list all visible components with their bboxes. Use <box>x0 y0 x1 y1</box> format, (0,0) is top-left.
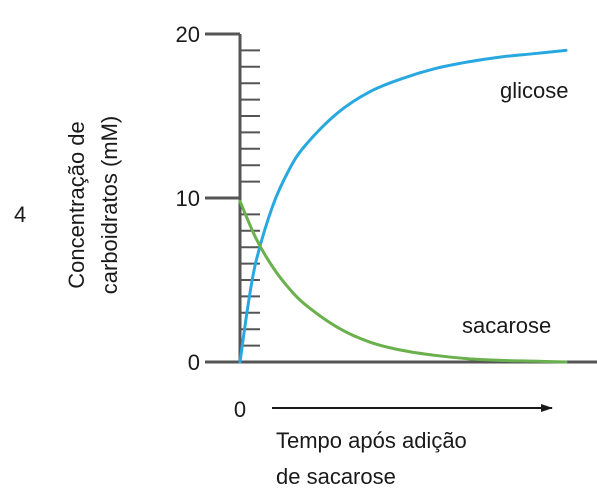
y-axis-ticks <box>205 32 260 364</box>
y-tick-label: 20 <box>176 22 200 47</box>
series-lines <box>238 48 568 364</box>
series-label-glicose: glicose <box>500 78 568 103</box>
x-axis-label-line-1: Tempo após adição <box>276 428 467 453</box>
y-axis-label-line-1: Concentração de <box>64 121 89 289</box>
x-axis-label-line-2: de sacarose <box>276 464 396 489</box>
y-axis-tick-labels: 0 10 20 <box>176 22 200 375</box>
panel-label: 4 <box>14 202 26 227</box>
series-line-sacarose <box>238 199 568 364</box>
y-tick-label: 0 <box>188 350 200 375</box>
series-label-sacarose: sacarose <box>462 313 551 338</box>
y-axis-label-line-2: carboidratos (mM) <box>97 116 122 294</box>
x-axis-zero-label: 0 <box>234 397 246 422</box>
y-tick-label: 10 <box>176 186 200 211</box>
series-line-glicose <box>238 48 568 364</box>
